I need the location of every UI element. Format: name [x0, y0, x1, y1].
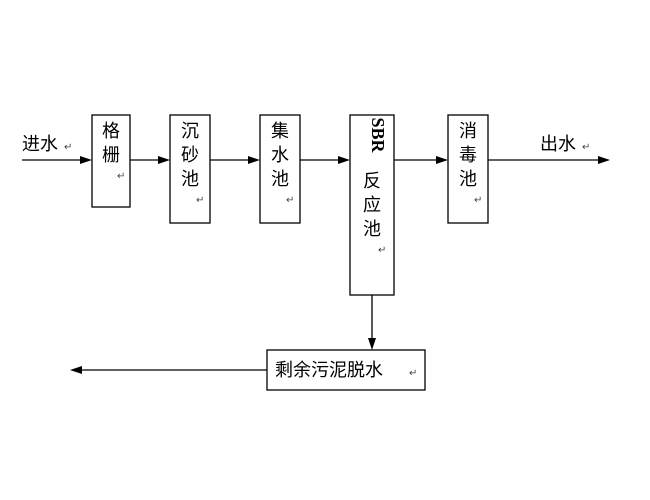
node-n2: 沉砂池 ↵: [170, 115, 210, 223]
node-n5: 消毒池 ↵: [448, 115, 488, 223]
node-glyph-n6: ↵: [409, 368, 417, 379]
node-label-n6: 剩余污泥脱水: [275, 360, 383, 380]
node-n4: SBR 反应池 ↵: [350, 115, 394, 295]
node-label-n4: 应: [363, 195, 381, 215]
node-label-n5: 池: [459, 169, 477, 189]
node-n3: 集水池 ↵: [260, 115, 300, 223]
node-label-n1: 格: [102, 121, 120, 141]
arrow-a23: [210, 156, 260, 164]
node-label-n3: 水: [271, 145, 289, 165]
outlet-label: 出水: [540, 134, 576, 154]
inlet-glyph: ↵: [64, 142, 72, 153]
arrow-a-in: [22, 156, 92, 164]
arrow-a-left: [70, 366, 267, 374]
node-label-sbr: SBR: [368, 117, 388, 153]
node-label-n5: 消: [459, 121, 477, 141]
node-label-n3: 集: [271, 121, 289, 141]
node-label-n4: 反: [363, 171, 381, 191]
node-label-n2: 池: [181, 169, 199, 189]
arrow-a34: [300, 156, 350, 164]
node-glyph-n3: ↵: [286, 195, 294, 206]
inlet-label: 进水: [22, 134, 58, 154]
node-label-n1: 栅: [102, 145, 120, 165]
process-flow-diagram: 格栅↵沉砂池↵集水池↵SBR反应池↵消毒池↵剩余污泥脱水↵进水↵出水↵: [0, 0, 650, 500]
outlet-glyph: ↵: [582, 142, 590, 153]
arrow-a-out: [488, 156, 610, 164]
node-glyph-n4: ↵: [378, 245, 386, 256]
node-glyph-n2: ↵: [196, 195, 204, 206]
node-n6: 剩余污泥脱水 ↵: [267, 350, 425, 390]
node-n1: 格栅 ↵: [92, 115, 130, 207]
node-label-n4: 池: [363, 219, 381, 239]
node-glyph-n5: ↵: [474, 195, 482, 206]
node-label-n2: 沉: [181, 121, 199, 141]
arrow-a12: [130, 156, 170, 164]
node-glyph-n1: ↵: [117, 171, 125, 182]
node-label-n3: 池: [271, 169, 289, 189]
node-label-n5: 毒: [459, 145, 477, 165]
node-label-n2: 砂: [181, 145, 199, 165]
arrow-a45: [394, 156, 448, 164]
arrow-a-down: [368, 295, 376, 350]
